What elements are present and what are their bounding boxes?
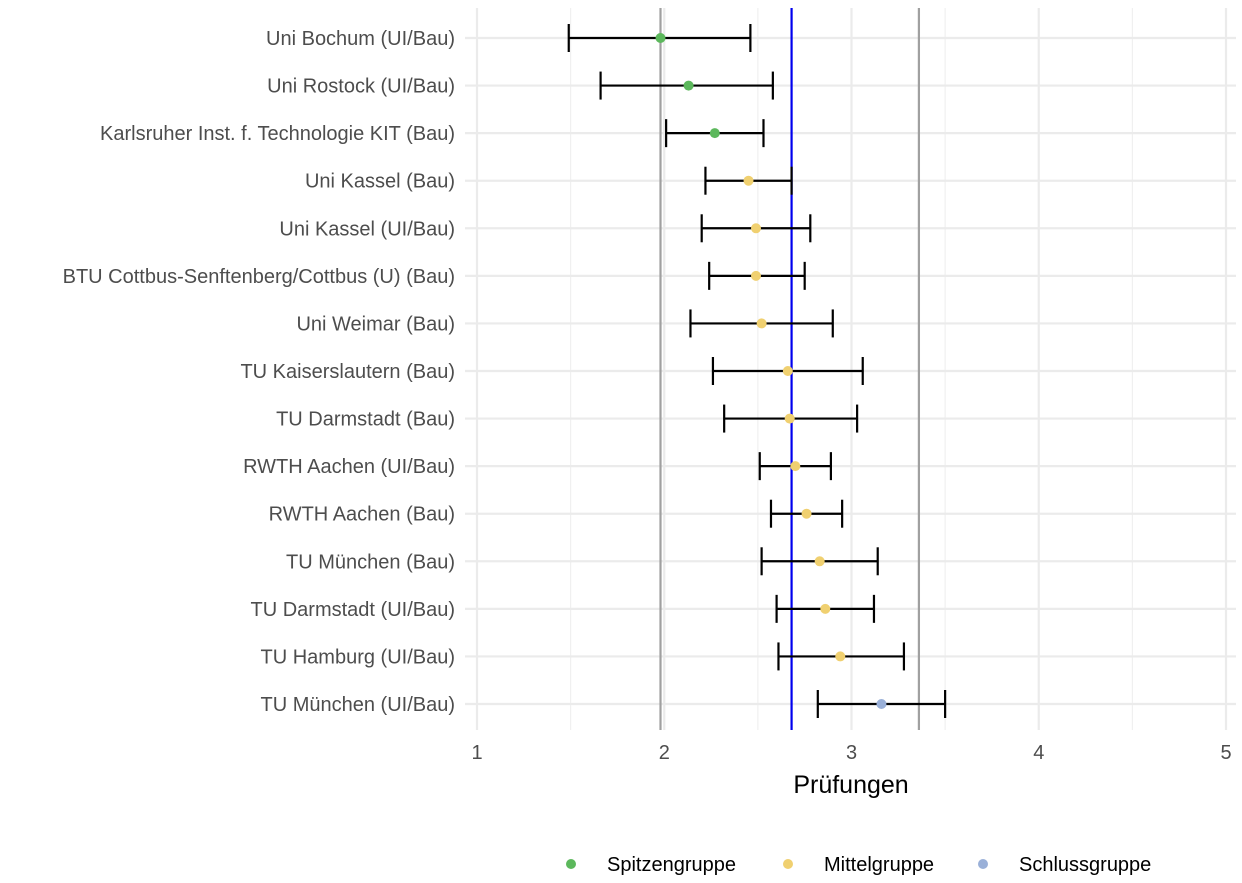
legend-item: Mittelgruppe <box>783 854 934 876</box>
category-label: TU Darmstadt (UI/Bau) <box>251 599 455 621</box>
category-label: Uni Kassel (UI/Bau) <box>279 218 455 240</box>
legend-label: Spitzengruppe <box>607 854 736 876</box>
x-tick-labels: 1 2 3 4 5 <box>471 742 1231 764</box>
data-point <box>756 318 767 329</box>
category-label: RWTH Aachen (UI/Bau) <box>243 456 455 478</box>
category-label: TU Darmstadt (Bau) <box>276 409 455 431</box>
data-point <box>801 508 812 519</box>
x-tick-label: 4 <box>1033 742 1044 764</box>
category-label: TU München (Bau) <box>286 551 455 573</box>
category-label: Uni Rostock (UI/Bau) <box>267 76 455 98</box>
category-label: Uni Bochum (UI/Bau) <box>266 28 455 50</box>
category-label: TU München (UI/Bau) <box>260 694 455 716</box>
category-label: Uni Kassel (Bau) <box>305 171 455 193</box>
grid-lines <box>465 8 1236 730</box>
x-axis-title: Prüfungen <box>793 771 908 799</box>
legend-marker <box>566 859 576 869</box>
data-point <box>820 603 831 614</box>
legend-label: Mittelgruppe <box>824 854 934 876</box>
category-label: Karlsruher Inst. f. Technologie KIT (Bau… <box>100 123 455 145</box>
data-point <box>751 270 762 281</box>
category-label: TU Hamburg (UI/Bau) <box>261 646 456 668</box>
legend-item: Spitzengruppe <box>566 854 736 876</box>
data-point <box>655 33 666 43</box>
category-label: BTU Cottbus-Senftenberg/Cottbus (U) (Bau… <box>63 266 455 288</box>
x-tick-label: 5 <box>1220 742 1231 764</box>
data-point <box>835 651 846 662</box>
data-point <box>782 366 793 376</box>
category-labels: Uni Bochum (UI/Bau) Uni Rostock (UI/Bau) K… <box>63 28 455 716</box>
data-point <box>814 556 825 567</box>
data-points <box>655 33 887 709</box>
data-point <box>709 128 720 139</box>
data-point <box>790 461 801 472</box>
data-point <box>683 80 694 91</box>
x-tick-label: 1 <box>471 742 482 764</box>
x-tick-label: 2 <box>659 742 670 764</box>
category-label: RWTH Aachen (Bau) <box>269 504 455 526</box>
data-point <box>751 223 762 234</box>
legend-marker <box>978 859 988 869</box>
legend: Spitzengruppe Mittelgruppe Schlussgruppe <box>566 854 1151 876</box>
x-tick-label: 3 <box>846 742 857 764</box>
legend-label: Schlussgruppe <box>1019 854 1151 876</box>
legend-item: Schlussgruppe <box>978 854 1151 876</box>
data-point <box>876 699 887 709</box>
category-label: TU Kaiserslautern (Bau) <box>240 361 455 383</box>
data-point <box>743 175 754 186</box>
data-point <box>784 413 795 424</box>
legend-marker <box>783 859 793 869</box>
category-label: Uni Weimar (Bau) <box>296 313 455 335</box>
